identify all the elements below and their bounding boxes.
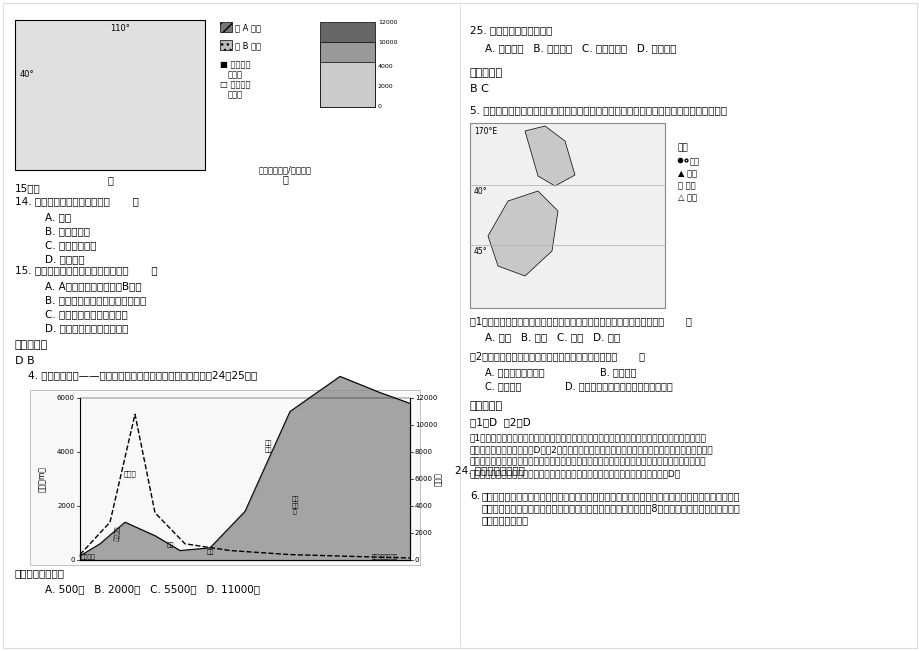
Text: 10000: 10000: [414, 422, 437, 428]
Text: A. 500米   B. 2000米   C. 5500米   D. 11000米: A. 500米 B. 2000米 C. 5500米 D. 11000米: [45, 584, 260, 594]
Bar: [220, 40, 232, 50]
Text: A. 洪汛: A. 洪汛: [45, 212, 71, 222]
Text: 主要分布在东南沿海地区，刚好处于西北风的背风坡，西北沿海地区处于迎风坡，降水量大，环境优: 主要分布在东南沿海地区，刚好处于西北风的背风坡，西北沿海地区处于迎风坡，降水量大…: [470, 457, 706, 466]
Text: （2）影响该国港口主要分布在东南沿海的主要原因是（       ）: （2）影响该国港口主要分布在东南沿海的主要原因是（ ）: [470, 351, 644, 361]
Text: 浮游植物生长繁殖的主导因素不同。下图示意长江口附近海域某年8月浮游植物密度的水平分布，据: 浮游植物生长繁殖的主导因素不同。下图示意长江口附近海域某年8月浮游植物密度的水平…: [482, 503, 740, 513]
Text: 6000: 6000: [414, 476, 433, 482]
Text: 0: 0: [378, 105, 381, 109]
Text: B. 货源丰富: B. 货源丰富: [599, 367, 636, 377]
Text: 人口密度（人/平方米）: 人口密度（人/平方米）: [258, 165, 312, 174]
Bar: [470, 123, 664, 308]
Bar: [15, 20, 205, 170]
Text: （1）影响该国成为优质奶源生产国和乳畜产品出口国的主要自然因素是（       ）: （1）影响该国成为优质奶源生产国和乳畜产品出口国的主要自然因素是（ ）: [470, 316, 691, 326]
Text: 降水量: 降水量: [123, 471, 136, 477]
Text: 4000: 4000: [414, 503, 433, 509]
Text: 170°E: 170°E: [473, 127, 496, 136]
Text: 承载力: 承载力: [228, 70, 243, 79]
Text: C. 人口密度在北据最为合理: C. 人口密度在北据最为合理: [45, 309, 128, 319]
Text: 110°: 110°: [110, 24, 130, 33]
Text: 图例: 图例: [677, 143, 688, 152]
Bar: [320, 62, 375, 107]
Text: 40°: 40°: [473, 187, 487, 196]
Text: D. 处于西风的背风坡风浪少，利于避风: D. 处于西风的背风坡风浪少，利于避风: [564, 381, 672, 391]
Text: ■ 北部合理: ■ 北部合理: [220, 60, 250, 69]
Text: B C: B C: [470, 84, 488, 94]
Text: 海拔（m）: 海拔（m）: [38, 466, 47, 492]
Text: 12000: 12000: [378, 20, 397, 25]
Text: A. 东南沿海降水量大: A. 东南沿海降水量大: [484, 367, 544, 377]
Text: 〜 河流: 〜 河流: [677, 181, 695, 190]
Text: 降水量: 降水量: [433, 472, 442, 486]
Text: 图 B 地区: 图 B 地区: [234, 41, 261, 50]
Text: 15题。: 15题。: [15, 183, 40, 193]
Text: 2000: 2000: [378, 85, 393, 89]
Text: 10000: 10000: [378, 40, 397, 44]
Text: 40°: 40°: [20, 70, 35, 79]
Text: 美对港口发展影响不大，该题答案分布在图中没有体现，对港口布局影响不大，故选D。: 美对港口发展影响不大，该题答案分布在图中没有体现，对港口布局影响不大，故选D。: [470, 469, 680, 478]
Text: 甲: 甲: [107, 175, 113, 185]
Text: 14. 该区域最主要环境问题是（       ）: 14. 该区域最主要环境问题是（ ）: [15, 196, 139, 206]
Text: D. 水土流失: D. 水土流失: [45, 254, 85, 264]
Text: 锡尔赫特: 锡尔赫特: [81, 555, 96, 560]
Text: 一般情况下，海水中的浮游植物数量与营养盐、光照、水温呈正相关，但在不同的季节、海域，影响: 一般情况下，海水中的浮游植物数量与营养盐、光照、水温呈正相关，但在不同的季节、海…: [482, 491, 740, 501]
Text: 2000: 2000: [414, 530, 433, 536]
Text: 8000: 8000: [414, 449, 433, 455]
Text: 4000: 4000: [57, 449, 75, 455]
Text: 业发达，奶源质量高，故选D。（2）根据上题结论，可知该国全年受西风（西北风）影响，该国港口: 业发达，奶源质量高，故选D。（2）根据上题结论，可知该国全年受西风（西北风）影响…: [470, 445, 713, 454]
Text: 5. 读某国区域图，该国为世界天然优质奶源生产国和乳畜产品出口国，据此回答下列各题。: 5. 读某国区域图，该国为世界天然优质奶源生产国和乳畜产品出口国，据此回答下列各…: [470, 105, 726, 115]
Text: 珠穆
朗玛: 珠穆 朗玛: [264, 441, 271, 452]
Text: 谭杜: 谭杜: [166, 542, 174, 548]
Text: 12000: 12000: [414, 395, 437, 401]
Bar: [220, 22, 232, 32]
Text: B. 人口密度超过该地区合理承载力: B. 人口密度超过该地区合理承载力: [45, 295, 146, 305]
Text: ，其海拔高度大约: ，其海拔高度大约: [15, 568, 65, 578]
Text: 24. 降水量最多的地点: 24. 降水量最多的地点: [455, 465, 525, 475]
Text: 0: 0: [414, 557, 419, 563]
Bar: [320, 42, 375, 107]
Text: C. 森林面积减少: C. 森林面积减少: [45, 240, 96, 250]
Polygon shape: [525, 126, 574, 186]
Text: 15. 造成这种环境问题的人为原因是（       ）: 15. 造成这种环境问题的人为原因是（ ）: [15, 265, 157, 275]
Bar: [30, 390, 420, 565]
Text: 图 A 地区: 图 A 地区: [234, 23, 261, 32]
Text: D. 本区人口合理承载力较大: D. 本区人口合理承载力较大: [45, 323, 129, 333]
Text: 承载力: 承载力: [228, 90, 243, 99]
Text: A. 高山草甸   B. 热带荒漠   C. 热带季雨林   D. 热带草原: A. 高山草甸 B. 热带荒漠 C. 热带季雨林 D. 热带草原: [484, 43, 675, 53]
Text: B. 泥石流频发: B. 泥石流频发: [45, 226, 90, 236]
Text: 此完成下列各题。: 此完成下列各题。: [482, 515, 528, 525]
Text: （1）根据经纬度信息判断该国是新西兰，为温带海洋性气候，温和多雨，适合牧草生长，因而乳畜: （1）根据经纬度信息判断该国是新西兰，为温带海洋性气候，温和多雨，适合牧草生长，…: [470, 433, 706, 442]
Text: 乙: 乙: [282, 174, 288, 184]
Text: C. 环境优美: C. 环境优美: [484, 381, 521, 391]
Text: A. 地形   B. 土壤   C. 市场   D. 气候: A. 地形 B. 土壤 C. 市场 D. 气候: [484, 332, 619, 342]
Text: 参考答案：: 参考答案：: [470, 68, 503, 78]
Text: □ 本区合理: □ 本区合理: [220, 80, 250, 89]
Text: 2000: 2000: [57, 503, 75, 509]
Text: 布拉马普特拉河谷: 布拉马普特拉河谷: [371, 555, 398, 560]
Text: 45°: 45°: [473, 247, 487, 256]
Text: D B: D B: [15, 356, 35, 366]
Text: 6000: 6000: [57, 395, 75, 401]
Text: 参考答案：: 参考答案：: [15, 340, 48, 350]
Text: A. A地区的人口密度高于B地区: A. A地区的人口密度高于B地区: [45, 281, 142, 291]
Text: 卡拉: 卡拉: [206, 549, 213, 555]
Bar: [320, 22, 375, 107]
Text: （1）D  （2）D: （1）D （2）D: [470, 417, 530, 427]
Text: 25. 锡尔赫特的植被类型是: 25. 锡尔赫特的植被类型是: [470, 25, 551, 35]
Text: △ 山峰: △ 山峰: [677, 193, 697, 202]
Text: ▲ 港口: ▲ 港口: [677, 169, 697, 178]
Text: 6.: 6.: [470, 491, 480, 501]
Polygon shape: [487, 191, 558, 276]
Text: 北拉韦齐: 北拉韦齐: [115, 525, 121, 541]
Text: 城市: 城市: [689, 157, 699, 166]
Text: 参考答案：: 参考答案：: [470, 401, 503, 411]
Text: 0: 0: [71, 557, 75, 563]
Text: 4000: 4000: [378, 64, 393, 70]
Text: 喜马
拉雅
山: 喜马 拉雅 山: [291, 497, 299, 516]
Text: 4. 读喜马拉雅山——卡西山地形剖面与年降水量分布图，回答24～25题。: 4. 读喜马拉雅山——卡西山地形剖面与年降水量分布图，回答24～25题。: [15, 370, 257, 380]
